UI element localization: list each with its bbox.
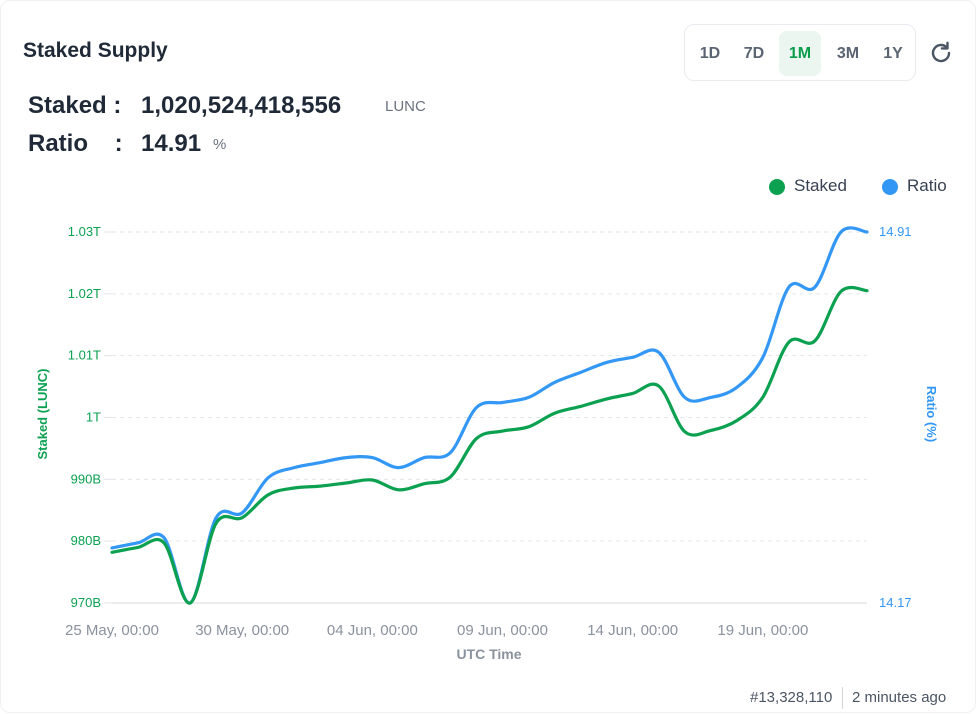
time-range-selector: 1D 7D 1M 3M 1Y xyxy=(684,24,916,81)
range-1m-button[interactable]: 1M xyxy=(779,31,821,76)
legend-staked[interactable]: Staked xyxy=(769,176,859,198)
x-tick-label: 19 Jun, 00:00 xyxy=(717,622,808,639)
footer-divider xyxy=(842,687,843,709)
y2-tick-label: 14.17 xyxy=(879,595,912,610)
y-tick-label: 990B xyxy=(71,471,101,486)
legend-staked-label: Staked xyxy=(794,176,847,195)
y2-tick-label: 14.91 xyxy=(879,224,912,239)
legend-staked-dot xyxy=(769,179,785,195)
y-tick-label: 1.02T xyxy=(68,286,101,301)
last-updated: 2 minutes ago xyxy=(852,689,947,706)
block-height: #13,328,110 xyxy=(750,689,833,706)
range-1y-button[interactable]: 1Y xyxy=(883,45,903,62)
y-tick-label: 1.01T xyxy=(68,348,101,363)
card-title: Staked Supply xyxy=(23,39,168,62)
x-tick-label: 09 Jun, 00:00 xyxy=(457,622,548,639)
series-line-staked xyxy=(110,285,869,605)
legend-ratio-dot xyxy=(882,179,898,195)
y-tick-label: 970B xyxy=(71,595,101,610)
ratio-label: Ratio : xyxy=(28,130,123,157)
ratio-value: 14.91 xyxy=(141,130,202,157)
y-tick-label: 1T xyxy=(86,410,101,425)
y2-axis-title: Ratio (%) xyxy=(924,386,939,442)
ratio-unit: % xyxy=(213,136,227,153)
series-line-ratio xyxy=(110,226,869,605)
x-tick-label: 30 May, 00:00 xyxy=(195,622,289,639)
range-7d-button[interactable]: 7D xyxy=(743,45,765,62)
legend-ratio[interactable]: Ratio xyxy=(882,176,957,198)
y-tick-label: 1.03T xyxy=(68,224,101,239)
x-axis-title: UTC Time xyxy=(456,646,521,662)
x-tick-label: 25 May, 00:00 xyxy=(65,622,159,639)
staked-unit: LUNC xyxy=(385,98,426,115)
x-tick-label: 04 Jun, 00:00 xyxy=(327,622,418,639)
range-3m-button[interactable]: 3M xyxy=(836,45,860,62)
refresh-icon[interactable] xyxy=(928,40,954,66)
y-tick-label: 980B xyxy=(71,533,101,548)
range-1d-button[interactable]: 1D xyxy=(699,45,721,62)
staked-value: 1,020,524,418,556 xyxy=(141,92,342,119)
x-tick-label: 14 Jun, 00:00 xyxy=(587,622,678,639)
staked-label: Staked : xyxy=(28,92,122,119)
y-axis-title: Staked (LUNC) xyxy=(35,368,50,459)
legend-ratio-label: Ratio xyxy=(907,176,947,195)
